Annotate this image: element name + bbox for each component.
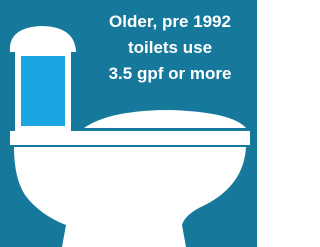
caption-line: toilets use xyxy=(128,38,212,57)
water xyxy=(21,56,65,126)
caption-line: 3.5 gpf or more xyxy=(109,64,232,83)
caption-line: Older, pre 1992 xyxy=(109,12,231,31)
page: Older, pre 1992 toilets use 3.5 gpf or m… xyxy=(0,0,257,247)
illustration: Older, pre 1992 toilets use 3.5 gpf or m… xyxy=(0,0,257,247)
seat xyxy=(10,131,250,145)
